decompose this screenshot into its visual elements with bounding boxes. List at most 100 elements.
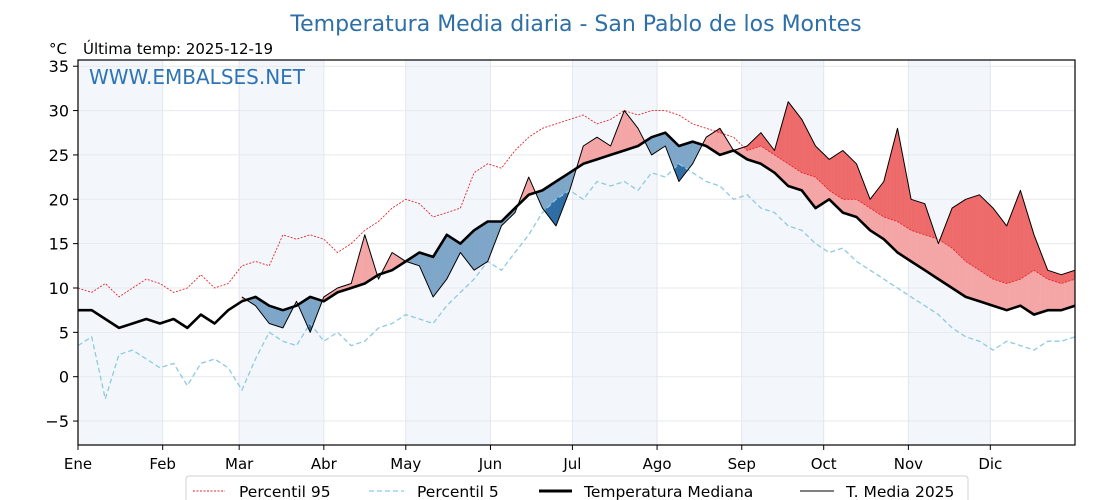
above-p95-fill — [879, 184, 882, 216]
above-median-fill — [1005, 282, 1007, 311]
above-p95-fill — [955, 204, 958, 254]
below-median-fill — [449, 236, 452, 274]
above-median-fill — [772, 153, 775, 174]
above-median-fill — [1047, 278, 1050, 311]
above-p95-fill — [1014, 200, 1017, 282]
above-median-fill — [360, 244, 363, 286]
above-median-fill — [934, 237, 936, 278]
above-median-fill — [1043, 276, 1046, 312]
above-p95-fill — [1024, 203, 1027, 277]
above-median-fill — [961, 256, 964, 296]
above-p95-fill — [976, 195, 979, 270]
above-median-fill — [633, 122, 636, 148]
above-median-fill — [891, 219, 894, 249]
below-median-fill — [484, 221, 487, 264]
x-tick-label: Jul — [562, 455, 581, 473]
above-median-fill — [1003, 282, 1006, 310]
above-median-fill — [774, 154, 777, 175]
x-tick-label: Abr — [311, 455, 338, 473]
above-median-fill — [842, 199, 845, 214]
below-median-fill — [267, 304, 270, 325]
above-p95-fill — [823, 153, 826, 187]
above-median-fill — [901, 223, 904, 257]
above-median-fill — [924, 234, 927, 272]
above-median-fill — [867, 206, 869, 230]
legend: Percentil 95 Percentil 5 Temperatura Med… — [185, 475, 969, 500]
below-median-fill — [430, 255, 432, 294]
above-p95-fill — [951, 206, 954, 250]
above-median-fill — [632, 120, 635, 149]
above-median-fill — [599, 138, 602, 159]
above-median-fill — [618, 121, 621, 153]
above-p95-fill — [782, 116, 785, 162]
above-median-fill — [809, 175, 812, 204]
above-p95-fill — [808, 132, 811, 176]
above-p95-fill — [1028, 216, 1031, 275]
x-tick-label: Mar — [225, 455, 254, 473]
below-median-fill — [564, 174, 566, 195]
above-p95-fill — [1072, 270, 1074, 281]
below-median-fill — [551, 182, 554, 204]
below-median-fill — [468, 233, 471, 266]
legend-label-p95: Percentil 95 — [239, 483, 331, 500]
above-p95-fill — [838, 151, 841, 198]
above-p95-fill — [849, 156, 852, 200]
above-p95-fill — [756, 134, 759, 148]
below-median-fill — [554, 181, 557, 202]
above-median-fill — [1009, 281, 1012, 310]
below-median-fill — [568, 172, 570, 192]
above-p95-fill — [786, 101, 789, 165]
above-median-fill — [770, 151, 773, 172]
above-median-fill — [1040, 274, 1043, 313]
below-median-fill — [680, 144, 682, 166]
below-median-fill — [482, 223, 484, 266]
above-median-fill — [789, 164, 792, 188]
above-p95-fill — [874, 191, 876, 213]
above-median-fill — [940, 240, 943, 283]
above-p95-fill — [824, 154, 827, 189]
above-p95-fill — [998, 214, 1001, 282]
y-axis-unit: °C — [49, 40, 67, 58]
above-median-fill — [782, 159, 785, 183]
below-median-fill — [277, 308, 279, 327]
below-median-fill — [663, 132, 666, 148]
above-p95-fill — [757, 133, 760, 148]
above-p95-fill — [898, 135, 901, 224]
below-median-fill — [544, 187, 547, 211]
above-p95-fill — [1112, 294, 1113, 377]
above-median-fill — [898, 221, 901, 255]
legend-label-actual: T. Media 2025 — [845, 483, 954, 500]
above-p95-fill — [921, 202, 924, 235]
above-p95-fill — [979, 194, 981, 272]
above-median-fill — [391, 252, 394, 271]
above-p95-fill — [804, 124, 807, 175]
above-p95-fill — [837, 152, 839, 197]
above-median-fill — [797, 169, 800, 190]
above-p95-fill — [957, 203, 960, 256]
above-median-fill — [1033, 269, 1036, 315]
above-p95-fill — [842, 150, 845, 200]
above-median-fill — [968, 262, 971, 299]
above-median-fill — [808, 174, 811, 202]
above-median-fill — [818, 179, 820, 207]
above-p95-fill — [1070, 270, 1073, 281]
above-p95-fill — [790, 104, 793, 167]
above-median-fill — [875, 211, 878, 236]
below-median-fill — [553, 182, 555, 203]
above-median-fill — [908, 228, 910, 261]
above-p95-fill — [1093, 293, 1094, 376]
above-p95-fill — [833, 155, 835, 195]
above-median-fill — [626, 113, 629, 150]
below-median-fill — [542, 189, 544, 211]
above-p95-fill — [894, 133, 897, 222]
above-p95-fill — [1105, 290, 1106, 377]
above-median-fill — [923, 234, 925, 271]
above-median-fill — [584, 143, 587, 164]
above-p95-fill — [968, 197, 971, 265]
above-p95-fill — [839, 151, 842, 199]
above-p95-fill — [960, 201, 962, 258]
below-median-fill — [266, 303, 269, 323]
above-p95-fill — [895, 128, 898, 222]
above-median-fill — [856, 198, 859, 219]
above-median-fill — [1013, 280, 1016, 309]
